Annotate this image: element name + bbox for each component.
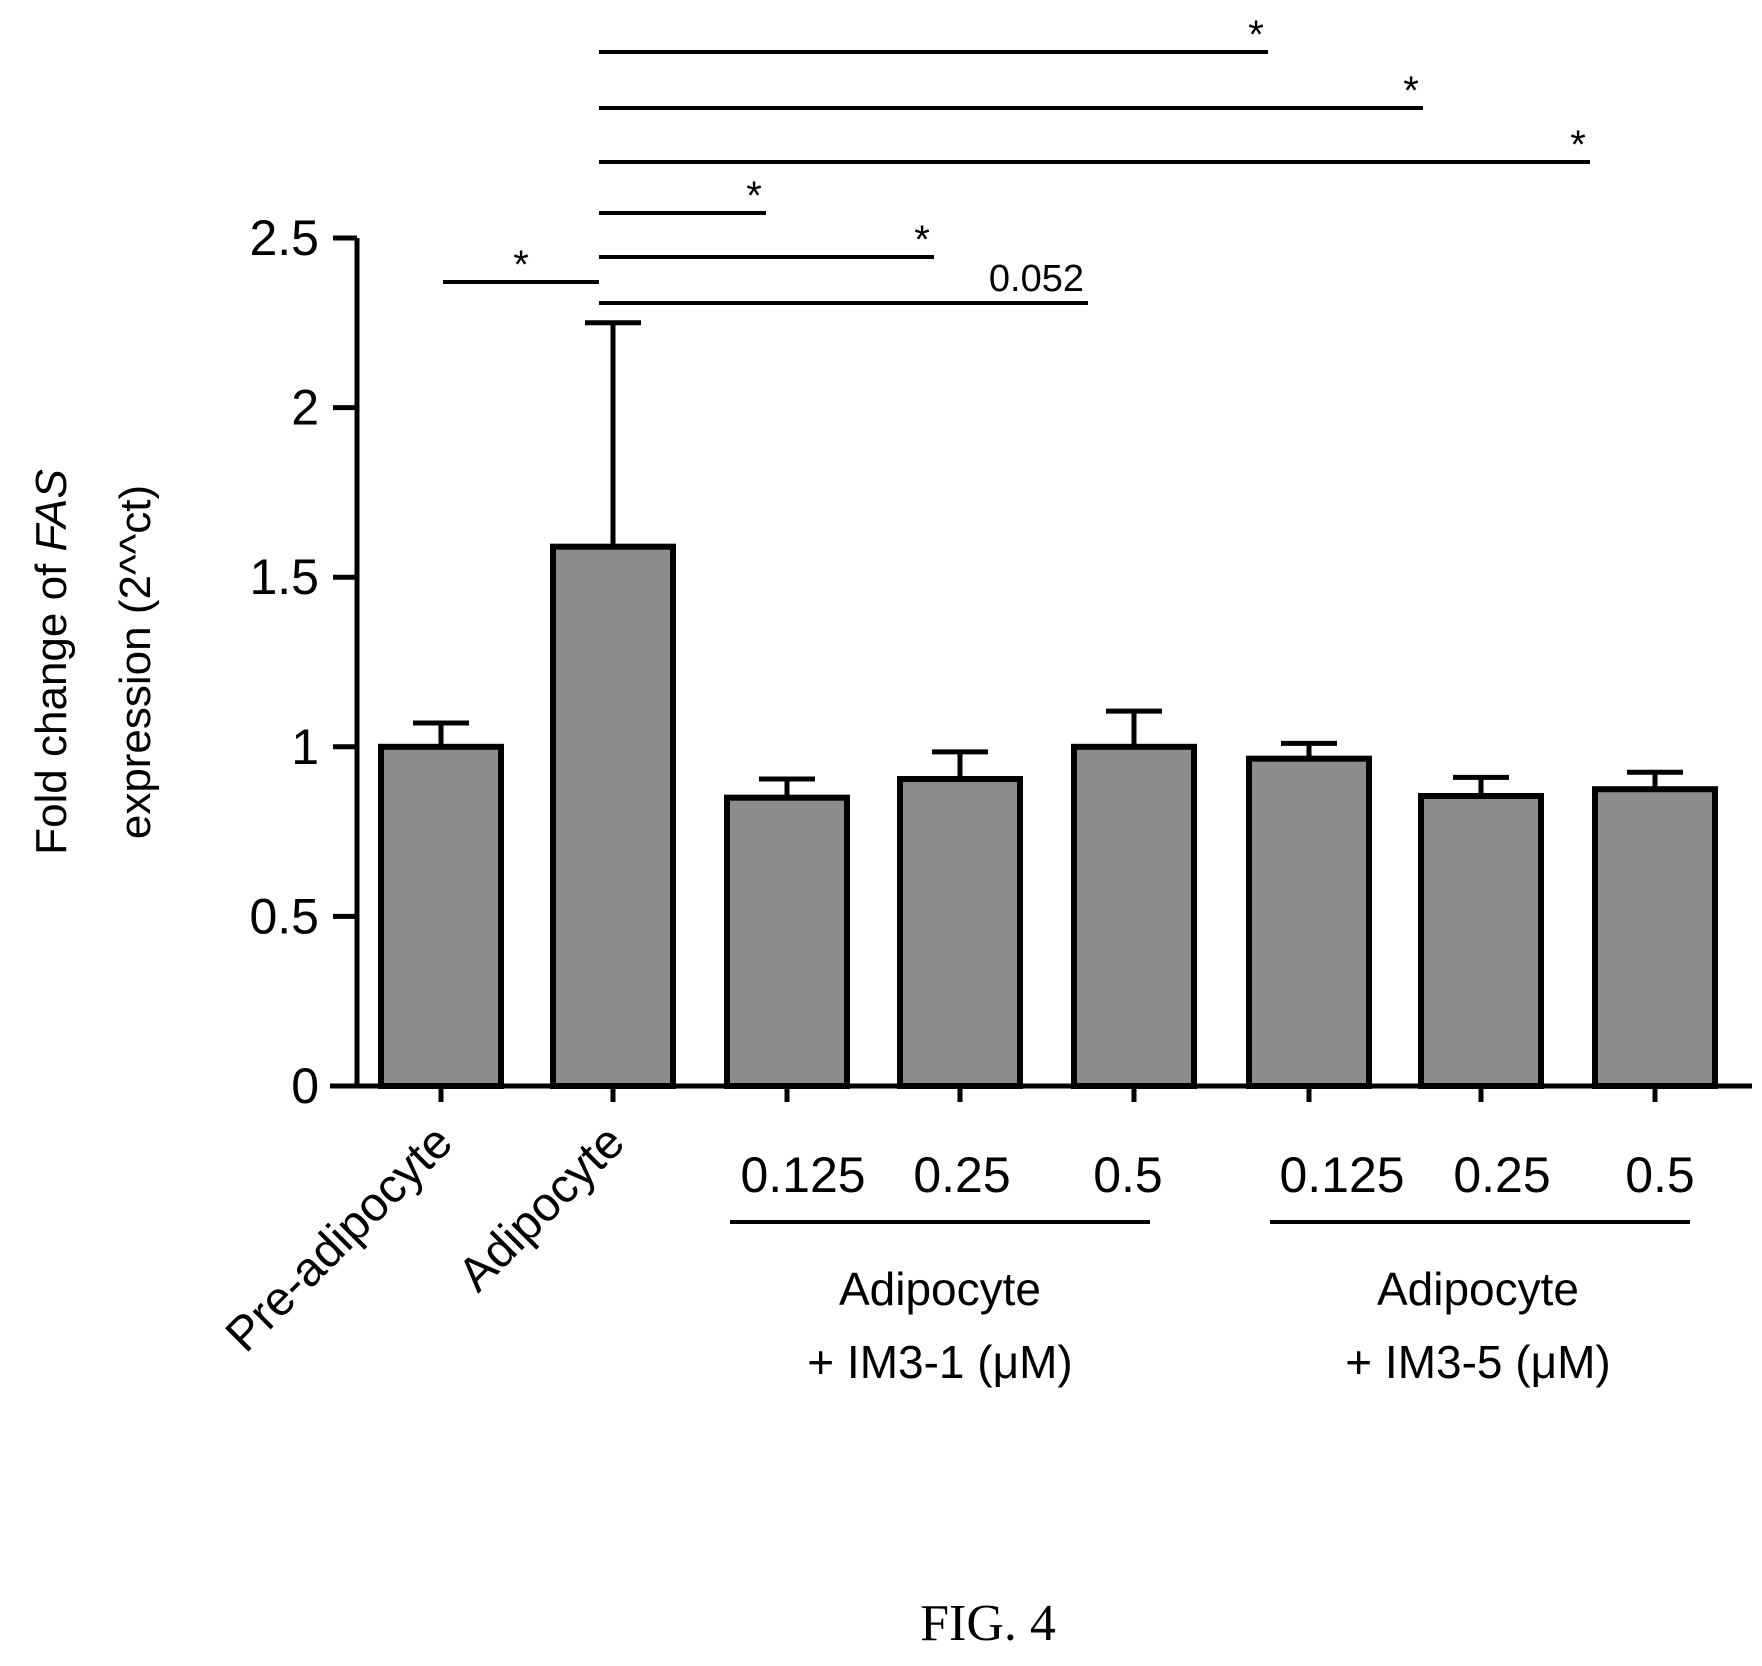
y-tick-label: 2.5	[249, 210, 319, 266]
x-tick-label: Pre-adipocyte	[216, 1115, 463, 1362]
significance-star: *	[1403, 69, 1419, 113]
bar	[1071, 743, 1197, 1089]
bar	[1246, 755, 1372, 1089]
significance-star: *	[914, 218, 930, 262]
bar	[378, 743, 504, 1089]
bar	[724, 794, 850, 1089]
y-axis-label-gene: FAS	[27, 469, 76, 551]
group-label-im3-5-line1: Adipocyte	[1377, 1263, 1579, 1315]
significance-brackets: * * * 0.052 * * *	[443, 13, 1590, 305]
x-ticks	[438, 1086, 1658, 1102]
y-axis-label-line2: expression (2^^ct)	[111, 485, 160, 839]
y-axis-label-line1: Fold change of FAS	[27, 469, 76, 855]
y-tick-label: 1	[291, 719, 319, 775]
bars	[378, 543, 1718, 1089]
y-axis-label-prefix: Fold change of	[27, 551, 76, 854]
significance-star: *	[513, 243, 529, 287]
significance-star: *	[1570, 123, 1586, 167]
y-tick-label: 0	[291, 1058, 319, 1114]
figure-caption: FIG. 4	[920, 1595, 1056, 1652]
x-tick-label: Adipocyte	[448, 1115, 635, 1302]
x-tick-label: 0.125	[1279, 1147, 1404, 1203]
error-bars	[413, 320, 1683, 798]
group-label-im3-1-line1: Adipocyte	[839, 1263, 1041, 1315]
x-tick-label: 0.125	[740, 1147, 865, 1203]
x-tick-label: 0.5	[1093, 1147, 1163, 1203]
bar	[550, 543, 676, 1089]
bar	[1592, 786, 1718, 1089]
x-tick-label: 0.25	[913, 1147, 1010, 1203]
y-tick-label: 0.5	[249, 888, 319, 944]
x-tick-label: 0.25	[1453, 1147, 1550, 1203]
y-ticks: 0 0.5 1 1.5 2 2.5	[249, 210, 357, 1114]
significance-p-value: 0.052	[989, 258, 1084, 300]
group-label-im3-1-line2: + IM3-1 (μM)	[807, 1336, 1072, 1388]
significance-star: *	[1248, 13, 1264, 57]
x-tick-label: 0.5	[1625, 1147, 1695, 1203]
group-label-im3-5-line2: + IM3-5 (μM)	[1345, 1336, 1610, 1388]
bar	[897, 776, 1023, 1089]
significance-star: *	[746, 174, 762, 218]
y-tick-label: 1.5	[249, 549, 319, 605]
bar	[1418, 792, 1544, 1089]
y-tick-label: 2	[291, 380, 319, 436]
